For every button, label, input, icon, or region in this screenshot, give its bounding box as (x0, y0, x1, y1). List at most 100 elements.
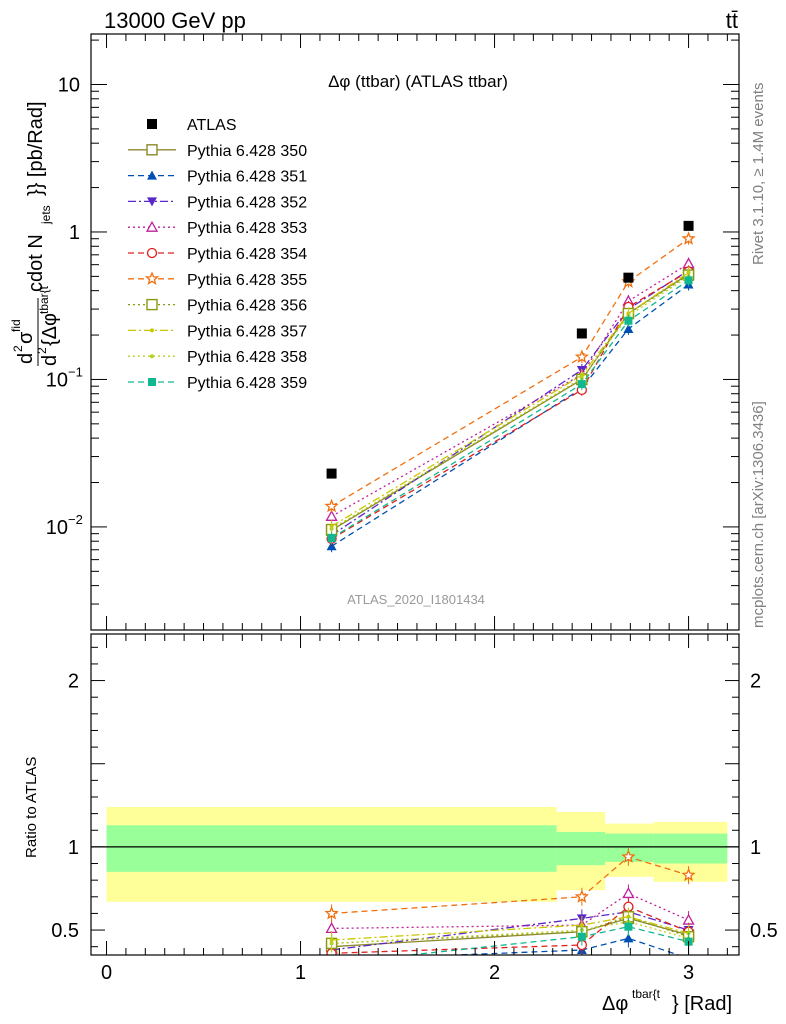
ratio-axis-ticks (91, 634, 739, 955)
legend-label-atlas: ATLAS (187, 117, 237, 134)
ratio-line-357 (331, 916, 689, 941)
ratio-point-355 (621, 849, 636, 863)
ratio-point-353 (622, 887, 635, 899)
ratio-panel: 0.5 0.5 1 1 2 2 0 1 2 3 (51, 633, 778, 984)
y-axis-title-sigma-sup: fid (9, 319, 23, 332)
header-process-label: 13000 GeV pp (104, 8, 246, 33)
main-y-tick-label-exponent: −2 (68, 512, 83, 527)
legend-label-357: Pythia 6.428 357 (187, 323, 307, 340)
legend-label-356: Pythia 6.428 356 (187, 298, 307, 315)
mc-point-355 (324, 498, 339, 513)
ratio-y-tick-label-right: 2 (750, 671, 761, 693)
mc-line-351 (331, 284, 689, 547)
legend-marker-354 (146, 247, 158, 259)
y-axis-title-denominator-sup: 2 (35, 347, 49, 354)
ratio-point-359 (328, 959, 336, 967)
ratio-line-353 (331, 892, 689, 930)
mc-point-358 (329, 526, 334, 531)
x-axis-title-sup: tbar{t (632, 987, 661, 1001)
y-axis-title-sigma: σ (15, 331, 37, 344)
legend-label-358: Pythia 6.428 358 (187, 349, 307, 366)
x-tick-labels: 0 1 2 3 (101, 962, 694, 984)
mc-line-355 (331, 238, 689, 507)
ratio-y-tick-label-left: 1 (68, 837, 79, 859)
mc-line-357 (331, 272, 689, 527)
ratio-line-356 (331, 916, 689, 945)
analysis-watermark: ATLAS_2020_I1801434 (347, 592, 485, 607)
ratio-line-351 (440, 937, 681, 955)
legend-marker-352 (147, 197, 157, 207)
ratio-y-tick-labels: 0.5 0.5 1 1 2 2 (51, 671, 778, 942)
chart-title: Δφ (ttbar) (ATLAS ttbar) (328, 72, 508, 91)
y-axis-title-tbar-sup: tbar{t (37, 285, 51, 314)
x-axis-title: Δφ tbar{t } [Rad] (602, 987, 732, 1015)
legend-label-350: Pythia 6.428 350 (187, 143, 307, 160)
mc-point-355 (681, 231, 696, 245)
legend-marker-351 (147, 170, 157, 180)
x-tick-label: 0 (101, 962, 112, 984)
y-axis-title-delta-phi: {Δφ (39, 313, 61, 346)
legend-label-353: Pythia 6.428 353 (187, 220, 307, 237)
mcplots-reference-label: mcplots.cern.ch [arXiv:1306.3436] (750, 401, 767, 628)
main-axis-ticks (91, 34, 739, 631)
mc-point-359 (577, 380, 586, 389)
legend-label-351: Pythia 6.428 351 (187, 169, 307, 186)
mc-line-358 (331, 275, 689, 530)
legend-label-359: Pythia 6.428 359 (187, 375, 307, 392)
legend-marker-358 (150, 354, 154, 359)
legend-label-355: Pythia 6.428 355 (187, 272, 307, 289)
legend-marker-357 (150, 328, 154, 333)
legend-marker-350 (146, 144, 158, 156)
mc-line-350 (331, 273, 689, 531)
rivet-version-label: Rivet 3.1.10, ≥ 1.4M events (750, 83, 767, 266)
y-axis-title-numerator-sup: 2 (11, 345, 25, 352)
ratio-y-tick-label-right: 0.5 (750, 920, 778, 942)
ratio-plot-data (324, 847, 696, 967)
main-y-tick-label: 10 (46, 517, 68, 539)
main-y-tick-label: 1 (69, 222, 80, 244)
legend-marker-atlas (147, 119, 157, 129)
ratio-point-358 (329, 941, 334, 946)
ratio-point-359 (577, 932, 586, 941)
ratio-point-351 (623, 933, 634, 943)
ratio-line-359 (403, 926, 689, 955)
ratio-point-359 (624, 922, 633, 931)
ratio-line-358 (331, 921, 689, 945)
main-panel-frame (90, 33, 740, 631)
ratio-y-axis-title: Ratio to ATLAS (23, 757, 40, 858)
ratio-point-355 (324, 905, 339, 920)
ratio-band-inner (106, 825, 557, 872)
ratio-line-355 (331, 856, 689, 915)
x-tick-label: 1 (295, 962, 306, 984)
mc-line-356 (331, 274, 689, 531)
ratio-line-350 (331, 917, 689, 948)
legend-marker-356 (146, 298, 158, 311)
y-axis-title-jets-sub: jets (39, 205, 53, 225)
main-y-axis-title: d 2 σ fid d 2 {Δφ tbar{t cdot N jets }} … (9, 101, 61, 366)
mc-point-351 (623, 323, 634, 333)
legend-label-352: Pythia 6.428 352 (187, 194, 307, 211)
ratio-y-tick-label-right: 1 (750, 837, 761, 859)
ratio-uncertainty-bands (106, 806, 728, 902)
mc-point-359 (327, 534, 336, 543)
x-axis-title-units: } [Rad] (672, 993, 732, 1015)
y-axis-title-numerator-d: d (15, 353, 37, 364)
main-y-tick-label-exponent: −1 (68, 364, 83, 379)
ratio-point-351 (331, 954, 332, 955)
ratio-band-inner (653, 833, 728, 864)
mc-line-353 (331, 263, 689, 517)
mc-line-359 (331, 279, 689, 539)
ratio-band-inner (556, 831, 606, 866)
ratio-y-tick-label-left: 0.5 (51, 920, 79, 942)
atlas-data-point (326, 468, 337, 479)
atlas-data-point (623, 272, 634, 283)
ratio-line-352 (331, 911, 689, 951)
legend: ATLAS Pythia 6.428 350 Pythia 6.428 351 Pyt… (128, 117, 307, 392)
mc-point-351 (326, 541, 337, 551)
mc-point-359 (684, 276, 693, 285)
ratio-panel-frame (90, 633, 740, 956)
legend-marker-359 (148, 378, 156, 386)
atlas-data-point (683, 220, 694, 231)
